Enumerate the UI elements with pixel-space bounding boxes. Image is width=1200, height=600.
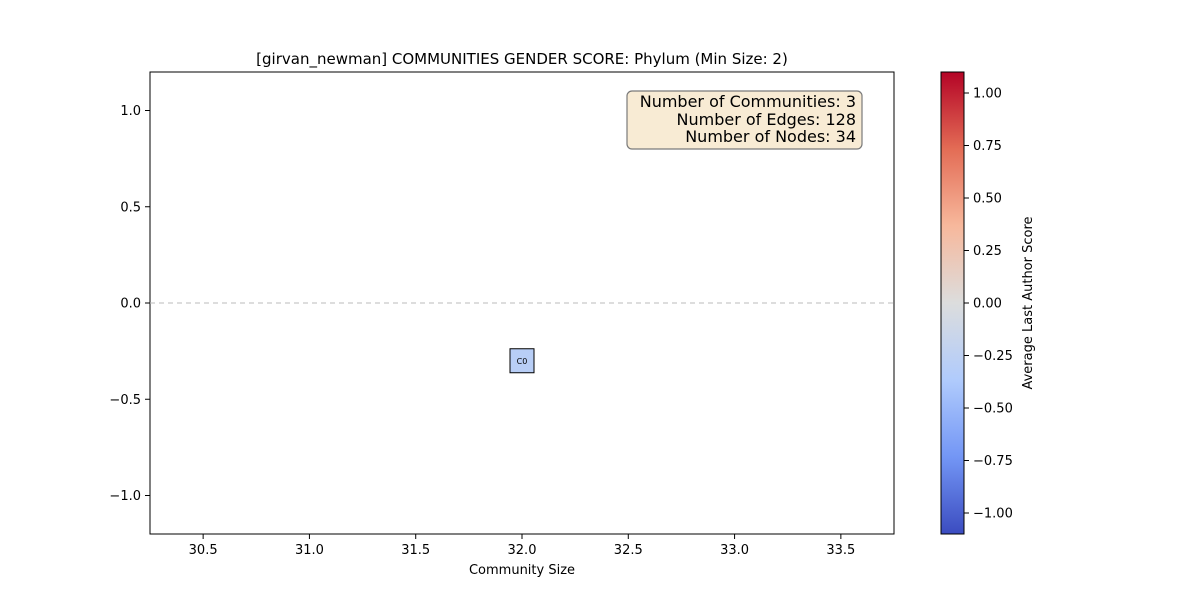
community-label: C0 xyxy=(517,357,528,366)
x-tick-label: 32.0 xyxy=(508,543,537,558)
x-tick-label: 33.0 xyxy=(720,543,749,558)
colorbar-tick-label: −0.25 xyxy=(973,349,1013,364)
x-tick-label: 31.5 xyxy=(401,543,430,558)
colorbar-tick-label: −0.50 xyxy=(973,402,1013,417)
info-box: Number of Communities: 3 Number of Edges… xyxy=(626,90,863,150)
y-tick-label: −0.5 xyxy=(109,393,141,408)
community-marker xyxy=(509,348,535,374)
data-points: C0 xyxy=(509,348,535,374)
colorbar-tick-label: 0.25 xyxy=(973,244,1002,259)
colorbar-tick-label: 0.75 xyxy=(973,139,1002,154)
x-axis-label: Community Size xyxy=(469,563,575,578)
x-tick-label: 33.5 xyxy=(826,543,855,558)
info-box-background xyxy=(626,90,863,150)
colorbar-tick-label: −1.00 xyxy=(973,507,1013,522)
colorbar-label: Average Last Author Score xyxy=(1021,216,1036,389)
colorbar-tick-label: 0.00 xyxy=(973,297,1002,312)
x-tick-label: 30.5 xyxy=(189,543,218,558)
x-axis: 30.5 31.0 31.5 32.0 32.5 33.0 33.5 xyxy=(189,534,855,558)
y-tick-label: −1.0 xyxy=(109,489,141,504)
y-tick-label: 0.5 xyxy=(120,200,141,215)
chart-title: [girvan_newman] COMMUNITIES GENDER SCORE… xyxy=(256,50,788,69)
colorbar-tick-label: −0.75 xyxy=(973,454,1013,469)
info-edges: Number of Edges: 128 xyxy=(677,110,856,129)
info-communities: Number of Communities: 3 xyxy=(640,92,856,111)
y-tick-label: 1.0 xyxy=(120,104,141,119)
y-axis: 1.0 0.5 0.0 −0.5 −1.0 xyxy=(109,104,150,504)
colorbar-ticks: 1.00 0.75 0.50 0.25 0.00 −0.25 −0.50 −0.75 −1.00 xyxy=(964,87,1013,522)
x-tick-label: 32.5 xyxy=(614,543,643,558)
y-tick-label: 0.0 xyxy=(120,297,141,312)
info-nodes: Number of Nodes: 34 xyxy=(685,127,856,146)
colorbar-bar xyxy=(940,71,965,535)
colorbar-tick-label: 1.00 xyxy=(973,87,1002,102)
colorbar-tick-label: 0.50 xyxy=(973,192,1002,207)
x-tick-label: 31.0 xyxy=(295,543,324,558)
colorbar: 1.00 0.75 0.50 0.25 0.00 −0.25 −0.50 −0.75 −1.00… xyxy=(940,71,1036,535)
